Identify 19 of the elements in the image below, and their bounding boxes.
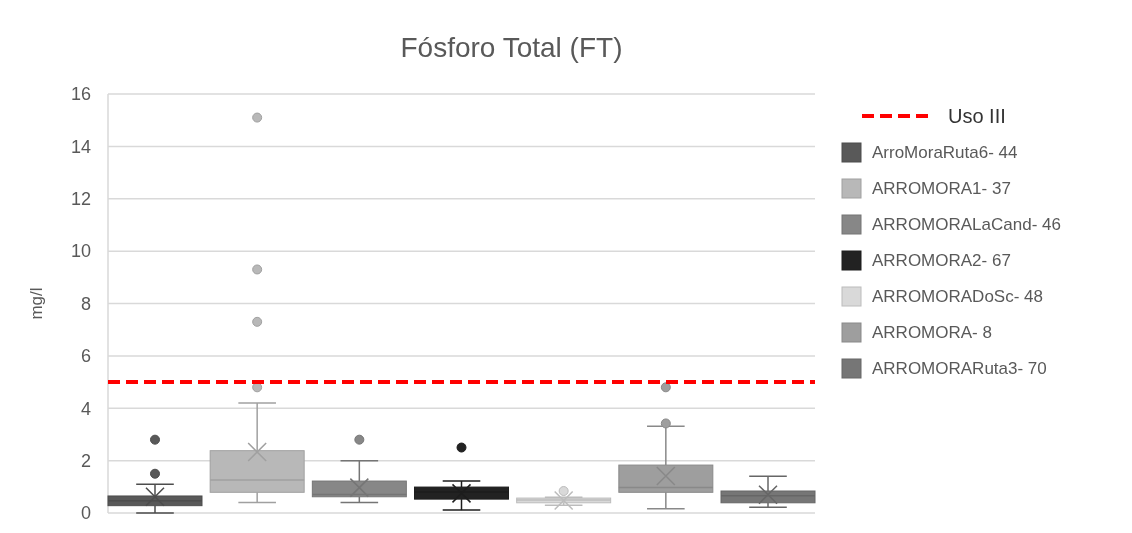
y-tick-label: 12 <box>70 189 91 210</box>
y-tick-label: 4 <box>80 398 91 419</box>
y-tick-label: 0 <box>80 503 91 524</box>
y-tick-label: 8 <box>80 293 91 314</box>
y-tick-label: 6 <box>80 346 91 367</box>
legend-label: Uso III <box>948 105 1006 127</box>
legend-label: ARROMORA1- 37 <box>872 178 1011 198</box>
legend-label: ARROMORALaCand- 46 <box>872 214 1061 234</box>
y-tick-label: 14 <box>70 136 91 157</box>
chart-title: Fósforo Total (FT) <box>400 32 623 63</box>
legend-label: ARROMORA2- 67 <box>872 250 1011 270</box>
y-tick-label: 16 <box>70 84 91 105</box>
y-tick-label: 2 <box>80 450 91 471</box>
legend-label: ARROMORARuta3- 70 <box>872 358 1047 378</box>
y-axis-title: mg/l <box>27 287 46 320</box>
legend-label: ARROMORA- 8 <box>872 322 992 342</box>
legend-label: ArroMoraRuta6- 44 <box>872 142 1018 162</box>
y-tick-label: 10 <box>70 241 91 262</box>
legend-label: ARROMORADoSc- 48 <box>872 286 1043 306</box>
